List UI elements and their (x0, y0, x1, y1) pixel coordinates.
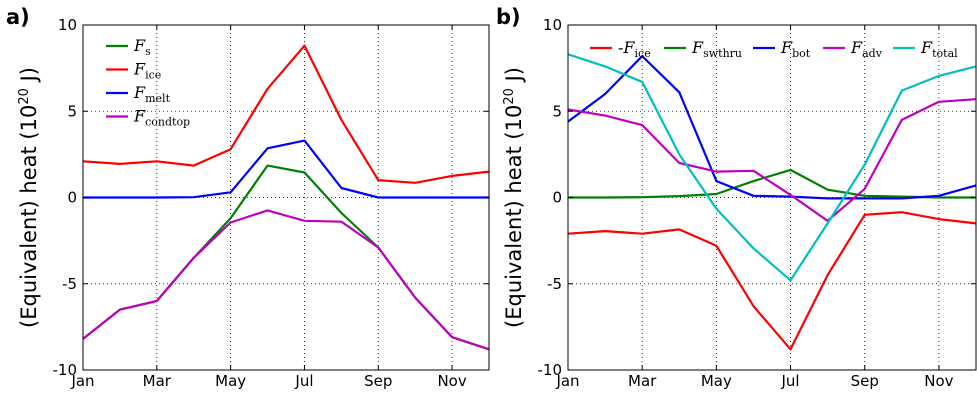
x-tick-label: Jul (780, 372, 799, 390)
series-line-total (567, 53, 977, 282)
legend-entry: Ftotal (920, 38, 958, 60)
legend-entry: Fmelt (133, 83, 171, 105)
y-tick-label: 0 (67, 189, 77, 207)
y-tick-label: 5 (67, 102, 77, 120)
y-axis-label: (Equivalent) heat (1020 J) (502, 67, 526, 328)
series-line-adv (567, 98, 977, 222)
x-tick-label: Jul (294, 372, 313, 390)
y-tick-label: 5 (552, 102, 562, 120)
legend-entry: Fice (133, 60, 161, 82)
x-tick-label: May (215, 372, 246, 390)
x-tick-label: May (701, 372, 732, 390)
panel-label: b) (496, 5, 521, 29)
y-axis-label: (Equivalent) heat (1020 J) (17, 67, 41, 328)
legend-entry: Fswthru (691, 38, 742, 60)
x-tick-label: Nov (924, 372, 953, 390)
series-line-ice (82, 44, 490, 184)
legend-entry: Fs (133, 36, 151, 58)
y-tick-label: -10 (53, 361, 78, 379)
series-line-s (82, 164, 490, 351)
x-tick-label: Sep (364, 372, 392, 390)
x-tick-label: Jan (70, 372, 94, 390)
panel-label: a) (6, 5, 30, 29)
x-tick-label: Mar (143, 372, 172, 390)
legend-entry: -Fice (618, 38, 651, 60)
y-tick-label: -5 (62, 275, 77, 293)
series-line-melt (83, 139, 489, 199)
legend-entry: Fcondtop (133, 107, 190, 129)
x-tick-label: Mar (628, 372, 657, 390)
panel-b: -10 -5 0 5 10 Jan Mar May Jul Sep Nov b) (Equivalent… (496, 5, 977, 390)
series-line-swthru (568, 168, 976, 199)
series-line-condtop (82, 209, 490, 351)
panel-a: -10 -5 0 5 10 Jan Mar May Jul Sep Nov a) (Equivalent… (6, 5, 490, 390)
y-tick-label: -10 (538, 361, 563, 379)
series-line-bot (567, 55, 977, 200)
y-tick-label: 0 (552, 189, 562, 207)
series-line-ice (567, 211, 977, 351)
legend-entry: Fadv (850, 38, 883, 60)
x-tick-label: Sep (851, 372, 879, 390)
legend-entry: Fbot (780, 38, 811, 60)
x-tick-label: Nov (437, 372, 466, 390)
y-tick-label: 10 (58, 16, 77, 34)
x-tick-label: Jan (555, 372, 579, 390)
y-tick-label: 10 (543, 16, 562, 34)
y-tick-label: -5 (547, 275, 562, 293)
